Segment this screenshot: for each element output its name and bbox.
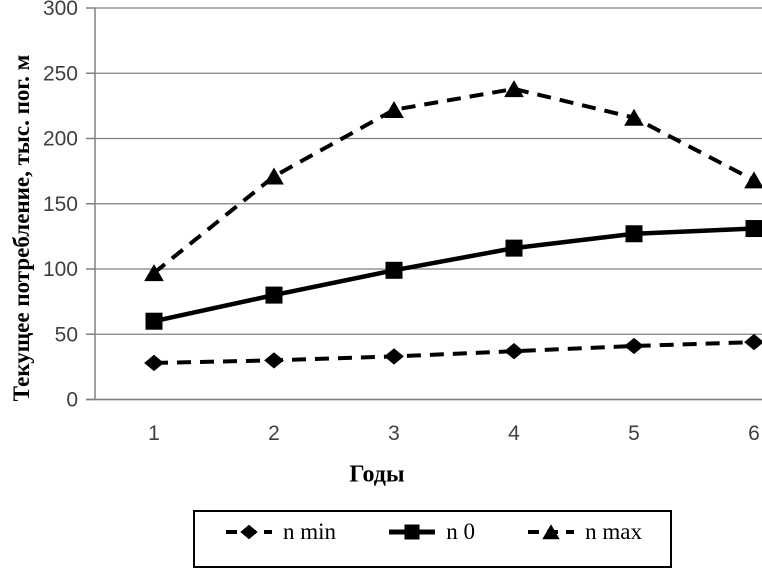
diamond-marker: [384, 348, 404, 364]
x-tick-label: 4: [508, 422, 520, 445]
line-chart: 0 50 100 150 200 250 300 1 2 3 4 5 6 Текущее потребл…: [0, 0, 762, 547]
series-n-0: [146, 220, 762, 330]
legend-label-n-min: n min: [283, 520, 336, 543]
square-marker: [266, 287, 283, 304]
diamond-marker: [504, 343, 524, 359]
square-marker: [746, 220, 762, 237]
diamond-marker: [144, 355, 164, 371]
square-marker: [386, 262, 403, 279]
diamond-marker: [744, 334, 762, 350]
square-marker: [626, 225, 643, 242]
y-tick-label: 200: [43, 128, 78, 151]
y-tick-label: 150: [43, 193, 78, 216]
diamond-marker: [624, 338, 644, 354]
legend-item-n-min: n min: [225, 520, 336, 543]
y-tick-label: 0: [66, 389, 78, 412]
square-marker: [146, 313, 163, 330]
y-tick-label: 50: [55, 323, 78, 346]
x-tick-label: 6: [748, 422, 760, 445]
series-n-min: [144, 334, 762, 371]
dashed-triangle-line-icon: [527, 524, 575, 540]
square-marker: [506, 240, 523, 257]
solid-square-line-icon: [388, 524, 436, 540]
gridlines: [95, 8, 762, 400]
triangle-marker: [264, 168, 284, 185]
legend-item-n-max: n max: [527, 520, 642, 543]
legend-label-n-max: n max: [585, 520, 642, 543]
triangle-marker: [384, 101, 404, 118]
triangle-marker: [744, 171, 762, 188]
x-tick-label: 1: [148, 422, 160, 445]
legend: n min n 0 n max: [193, 510, 672, 568]
x-axis-title: Годы: [349, 462, 404, 489]
axis-ticks: [86, 8, 95, 400]
tick-labels: 0 50 100 150 200 250 300 1 2 3 4 5 6: [43, 0, 760, 445]
y-axis-title: Текущее потребление, тыс. пог. м: [9, 55, 35, 402]
x-tick-label: 5: [628, 422, 640, 445]
x-tick-label: 3: [388, 422, 400, 445]
y-tick-label: 250: [43, 62, 78, 85]
legend-item-n-0: n 0: [388, 520, 475, 543]
diamond-marker: [264, 352, 284, 368]
y-tick-label: 100: [43, 258, 78, 281]
diamond-marker: [240, 524, 257, 538]
legend-label-n-0: n 0: [446, 520, 475, 543]
series-line: [154, 89, 754, 273]
series-line: [154, 229, 754, 322]
y-tick-label: 300: [43, 0, 78, 20]
series-line: [154, 342, 754, 363]
dashed-diamond-line-icon: [225, 524, 273, 540]
square-marker: [405, 524, 420, 539]
series-n-max: [144, 80, 762, 281]
x-tick-label: 2: [268, 422, 280, 445]
